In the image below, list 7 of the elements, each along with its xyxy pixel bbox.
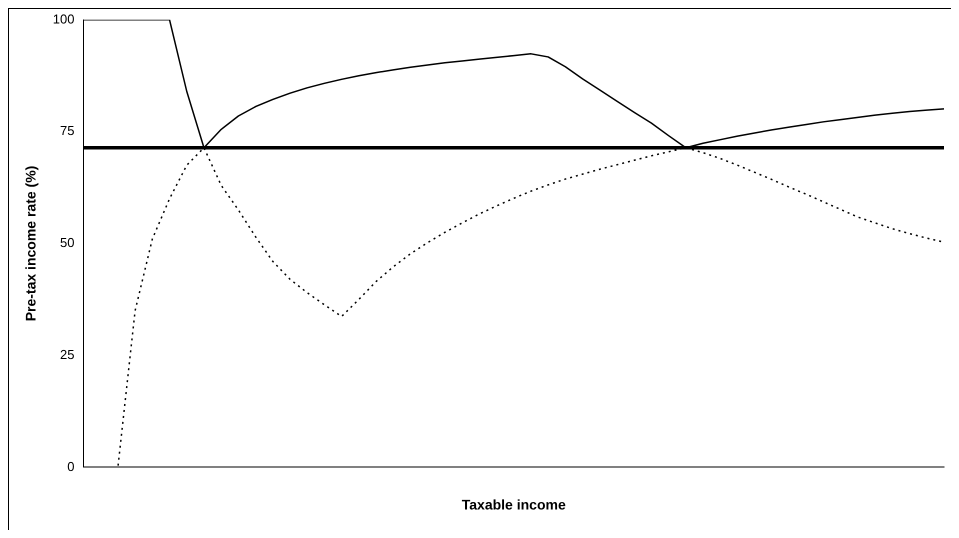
y-axis-title: Pre-tax income rate (%) <box>22 166 38 322</box>
y-tick-label: 50 <box>60 235 74 250</box>
y-tick-label: 0 <box>67 458 74 474</box>
y-tick-label: 75 <box>60 123 74 138</box>
y-tick-label: 100 <box>52 11 74 26</box>
y-tick-label: 25 <box>60 346 74 362</box>
x-axis-title: Taxable income <box>462 496 566 512</box>
